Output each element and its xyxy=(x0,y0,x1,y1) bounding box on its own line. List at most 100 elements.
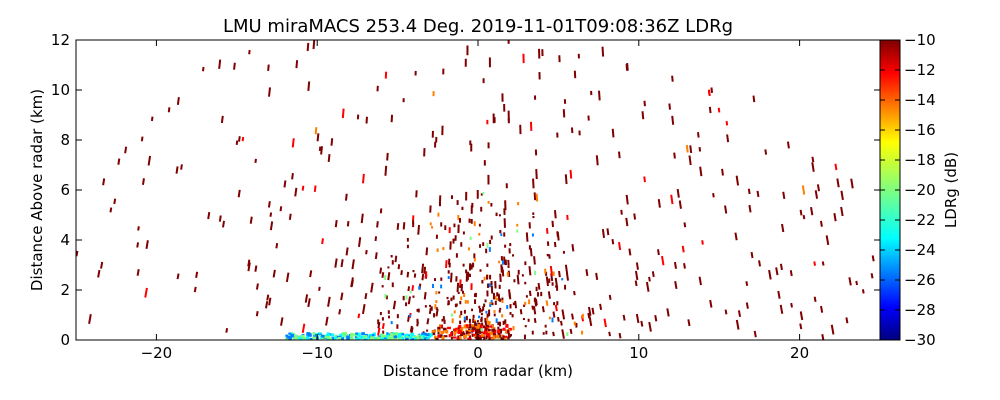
radar-gate xyxy=(312,40,316,50)
radar-gate xyxy=(344,193,348,201)
surface-echo xyxy=(438,334,443,338)
radar-gate xyxy=(396,223,400,230)
colorbar-tick-label: −16 xyxy=(904,121,936,139)
radar-gate xyxy=(552,331,555,337)
radar-gate xyxy=(238,136,241,142)
y-tick-label: 10 xyxy=(51,81,70,99)
radar-gate xyxy=(601,46,605,57)
surface-echo xyxy=(497,329,500,334)
surface-echo xyxy=(350,332,354,336)
surface-echo xyxy=(480,324,483,329)
radar-gate xyxy=(218,59,222,69)
radar-gate xyxy=(635,262,639,270)
radar-gate xyxy=(779,304,784,314)
surface-echo xyxy=(312,333,317,338)
radar-gate xyxy=(220,115,224,124)
surface-echo xyxy=(423,337,427,340)
radar-gate xyxy=(532,178,535,189)
radar-gate xyxy=(519,309,523,315)
surface-echo xyxy=(509,334,513,337)
radar-gate xyxy=(861,289,865,294)
radar-gate xyxy=(314,127,318,135)
radar-gate xyxy=(674,281,678,290)
surface-echo xyxy=(409,335,413,339)
radar-gate xyxy=(811,162,815,172)
radar-gate xyxy=(136,242,140,248)
radar-gate xyxy=(651,271,655,278)
surface-echo xyxy=(306,336,310,340)
radar-gate xyxy=(421,273,425,281)
radar-gate xyxy=(528,290,532,297)
radar-gate xyxy=(541,306,545,313)
surface-echo xyxy=(318,332,322,335)
x-axis: −20 −10 0 10 20 xyxy=(141,40,809,362)
colorbar-tick-label: −20 xyxy=(904,181,936,199)
radar-gate xyxy=(269,212,273,217)
surface-echo xyxy=(472,327,477,331)
radar-gate xyxy=(392,300,397,310)
radar-gate xyxy=(145,240,149,250)
surface-echo xyxy=(465,324,469,328)
radar-gate xyxy=(301,323,306,334)
colorbar-tick-label: −26 xyxy=(904,271,936,289)
colorbar-tick-label: −10 xyxy=(904,31,936,49)
radar-gate xyxy=(710,87,714,94)
radar-gate xyxy=(374,252,378,260)
surface-echo xyxy=(393,337,398,340)
radar-gate xyxy=(813,261,817,266)
radar-gate xyxy=(235,140,239,145)
radar-gate xyxy=(327,153,331,163)
radar-gate xyxy=(340,259,344,268)
radar-gate xyxy=(565,272,570,281)
surface-echo xyxy=(390,334,394,338)
radar-gate xyxy=(668,103,671,110)
surface-echo xyxy=(502,335,505,338)
radar-gate xyxy=(377,321,381,329)
radar-gate xyxy=(137,226,140,231)
surface-echo xyxy=(473,333,476,336)
surface-echo xyxy=(505,329,510,334)
radar-gate xyxy=(283,180,287,188)
surface-echo xyxy=(493,333,497,337)
radar-gate xyxy=(799,323,803,330)
radar-gate xyxy=(699,166,703,177)
surface-echo xyxy=(444,330,449,333)
radar-gate xyxy=(709,299,713,308)
radar-gate xyxy=(350,281,354,288)
radar-gate xyxy=(532,306,537,315)
surface-echo xyxy=(488,337,491,340)
radar-gate xyxy=(551,220,555,228)
surface-echo xyxy=(460,326,464,330)
radar-gate xyxy=(144,287,148,298)
radar-gate xyxy=(113,198,117,205)
radar-gate xyxy=(364,293,368,300)
surface-echo xyxy=(290,333,295,338)
radar-gate xyxy=(88,314,92,325)
surface-echo xyxy=(492,335,496,339)
surface-echo xyxy=(431,330,436,333)
surface-echo xyxy=(399,337,402,340)
surface-echo xyxy=(321,334,325,338)
radar-gate xyxy=(781,223,785,233)
radar-gate xyxy=(514,300,518,309)
radar-gate xyxy=(545,300,549,306)
surface-echo xyxy=(485,326,489,330)
radar-gate xyxy=(554,304,558,312)
radar-gate xyxy=(606,228,610,236)
radar-gate xyxy=(597,90,601,101)
radar-gate xyxy=(100,261,104,269)
radar-gate xyxy=(294,187,298,197)
radar-gate xyxy=(640,320,644,327)
surface-echo xyxy=(448,334,451,338)
radar-gate xyxy=(269,221,274,231)
surface-echo xyxy=(308,333,312,337)
radar-gate xyxy=(176,97,180,106)
radar-gate xyxy=(634,270,639,281)
surface-echo xyxy=(507,336,510,340)
radar-gate xyxy=(648,321,652,332)
surface-echo xyxy=(309,337,313,340)
radar-gate xyxy=(109,207,113,213)
radar-gate xyxy=(701,240,704,245)
y-tick-label: 0 xyxy=(60,331,70,349)
radar-gate xyxy=(571,313,575,320)
